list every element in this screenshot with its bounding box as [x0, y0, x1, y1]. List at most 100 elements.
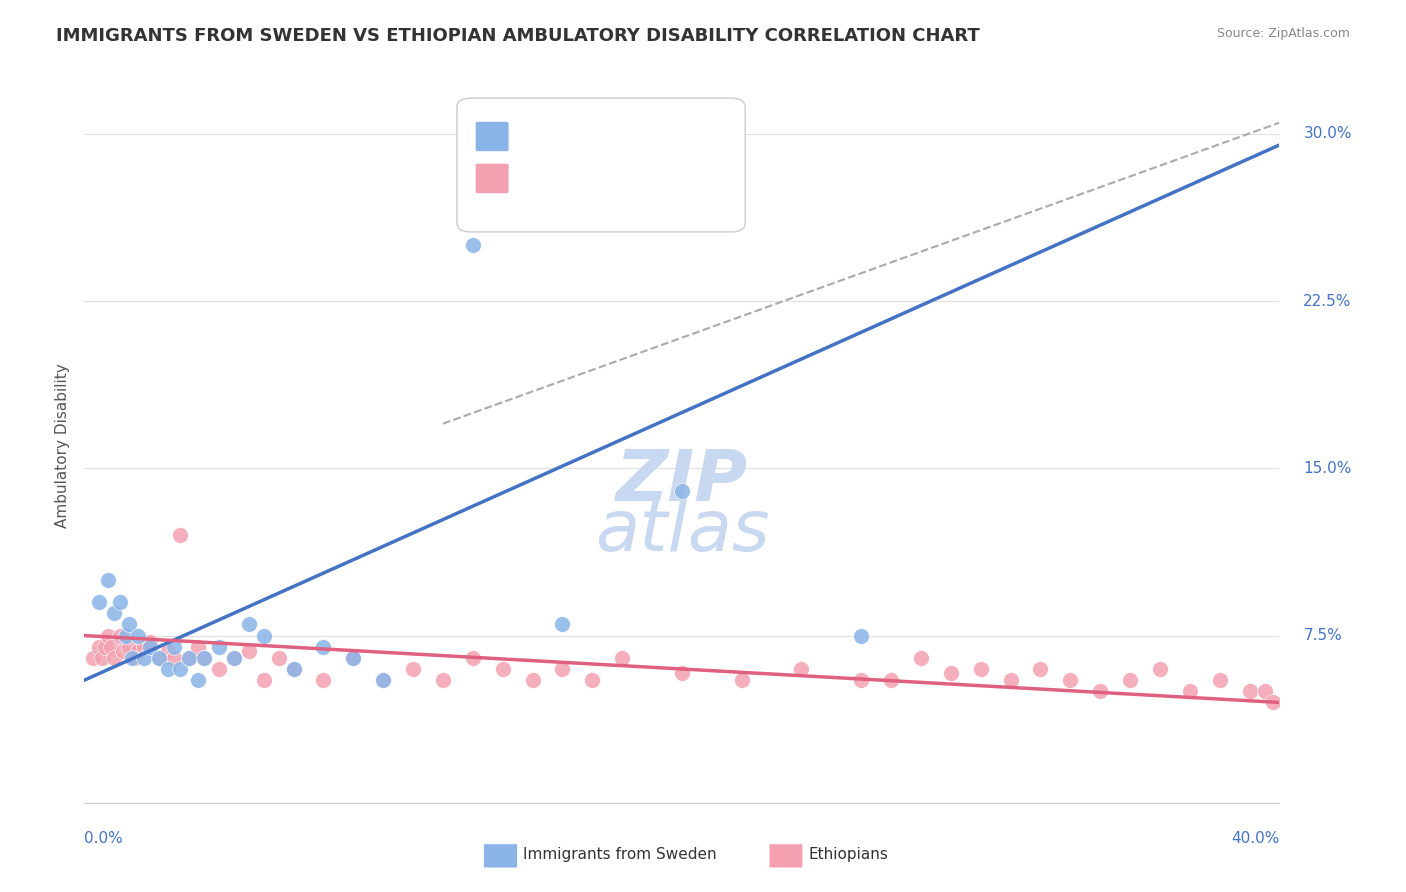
Point — [91, 651, 114, 665]
Point — [1090, 684, 1112, 698]
Point — [110, 628, 132, 642]
Point — [187, 673, 209, 687]
Point — [253, 628, 276, 642]
Point — [790, 662, 813, 676]
Point — [112, 644, 135, 658]
Point — [910, 651, 932, 665]
Point — [1149, 662, 1171, 676]
Point — [222, 651, 245, 665]
Point — [124, 651, 146, 665]
Text: IMMIGRANTS FROM SWEDEN VS ETHIOPIAN AMBULATORY DISABILITY CORRELATION CHART: IMMIGRANTS FROM SWEDEN VS ETHIOPIAN AMBU… — [56, 27, 980, 45]
Point — [163, 651, 186, 665]
Point — [157, 662, 180, 676]
Point — [851, 628, 873, 642]
Point — [97, 628, 120, 642]
Point — [163, 640, 186, 654]
Point — [118, 617, 141, 632]
Point — [132, 651, 156, 665]
Point — [373, 673, 395, 687]
Text: R = -0.250   N = 57: R = -0.250 N = 57 — [513, 171, 657, 186]
Text: ZIP: ZIP — [616, 447, 748, 516]
Point — [139, 635, 162, 649]
Point — [94, 640, 117, 654]
Point — [89, 640, 111, 654]
Point — [193, 651, 215, 665]
Point — [253, 673, 276, 687]
Point — [222, 651, 245, 665]
Point — [551, 662, 574, 676]
Point — [1178, 684, 1201, 698]
Point — [127, 628, 149, 642]
Text: R =  0.751   N = 29: R = 0.751 N = 29 — [513, 129, 657, 144]
Point — [522, 673, 544, 687]
Point — [1000, 673, 1022, 687]
Point — [97, 573, 120, 587]
Point — [461, 238, 484, 252]
Point — [342, 651, 364, 665]
Text: Source: ZipAtlas.com: Source: ZipAtlas.com — [1216, 27, 1350, 40]
Point — [283, 662, 305, 676]
Point — [100, 640, 122, 654]
Point — [939, 666, 962, 681]
Point — [267, 651, 290, 665]
Text: Ethiopians: Ethiopians — [808, 847, 889, 862]
Point — [148, 651, 170, 665]
Point — [1059, 673, 1081, 687]
Point — [139, 640, 162, 654]
Point — [103, 651, 125, 665]
Point — [169, 528, 191, 542]
Point — [127, 644, 149, 658]
Text: Immigrants from Sweden: Immigrants from Sweden — [523, 847, 717, 862]
Point — [121, 651, 143, 665]
Point — [238, 644, 260, 658]
Text: 22.5%: 22.5% — [1303, 293, 1351, 309]
Point — [373, 673, 395, 687]
Point — [1209, 673, 1232, 687]
Point — [461, 651, 484, 665]
Point — [238, 617, 260, 632]
Point — [970, 662, 993, 676]
Point — [671, 483, 693, 498]
Point — [342, 651, 364, 665]
Point — [731, 673, 754, 687]
Point — [187, 640, 209, 654]
Point — [492, 662, 515, 676]
Text: 0.0%: 0.0% — [84, 831, 124, 847]
Point — [208, 662, 231, 676]
Point — [148, 651, 170, 665]
Point — [177, 651, 200, 665]
Point — [612, 651, 634, 665]
Point — [551, 617, 574, 632]
Text: 7.5%: 7.5% — [1303, 628, 1343, 643]
Point — [312, 673, 335, 687]
Point — [880, 673, 903, 687]
Point — [169, 662, 191, 676]
Point — [193, 651, 215, 665]
Point — [118, 640, 141, 654]
Point — [402, 662, 425, 676]
Point — [82, 651, 104, 665]
Point — [1029, 662, 1052, 676]
Point — [312, 640, 335, 654]
Point — [432, 673, 454, 687]
Text: 30.0%: 30.0% — [1303, 127, 1351, 141]
Point — [110, 595, 132, 609]
Point — [132, 640, 156, 654]
Y-axis label: Ambulatory Disability: Ambulatory Disability — [55, 364, 70, 528]
Point — [103, 607, 125, 621]
Point — [208, 640, 231, 654]
Point — [115, 628, 138, 642]
Text: atlas: atlas — [595, 497, 769, 566]
Point — [283, 662, 305, 676]
Text: 40.0%: 40.0% — [1232, 831, 1279, 847]
Point — [89, 595, 111, 609]
Point — [157, 644, 180, 658]
Point — [1253, 684, 1275, 698]
Text: 15.0%: 15.0% — [1303, 461, 1351, 475]
Point — [671, 666, 693, 681]
Point — [177, 651, 200, 665]
Point — [581, 673, 603, 687]
Point — [851, 673, 873, 687]
Point — [1119, 673, 1142, 687]
Point — [1263, 696, 1285, 710]
